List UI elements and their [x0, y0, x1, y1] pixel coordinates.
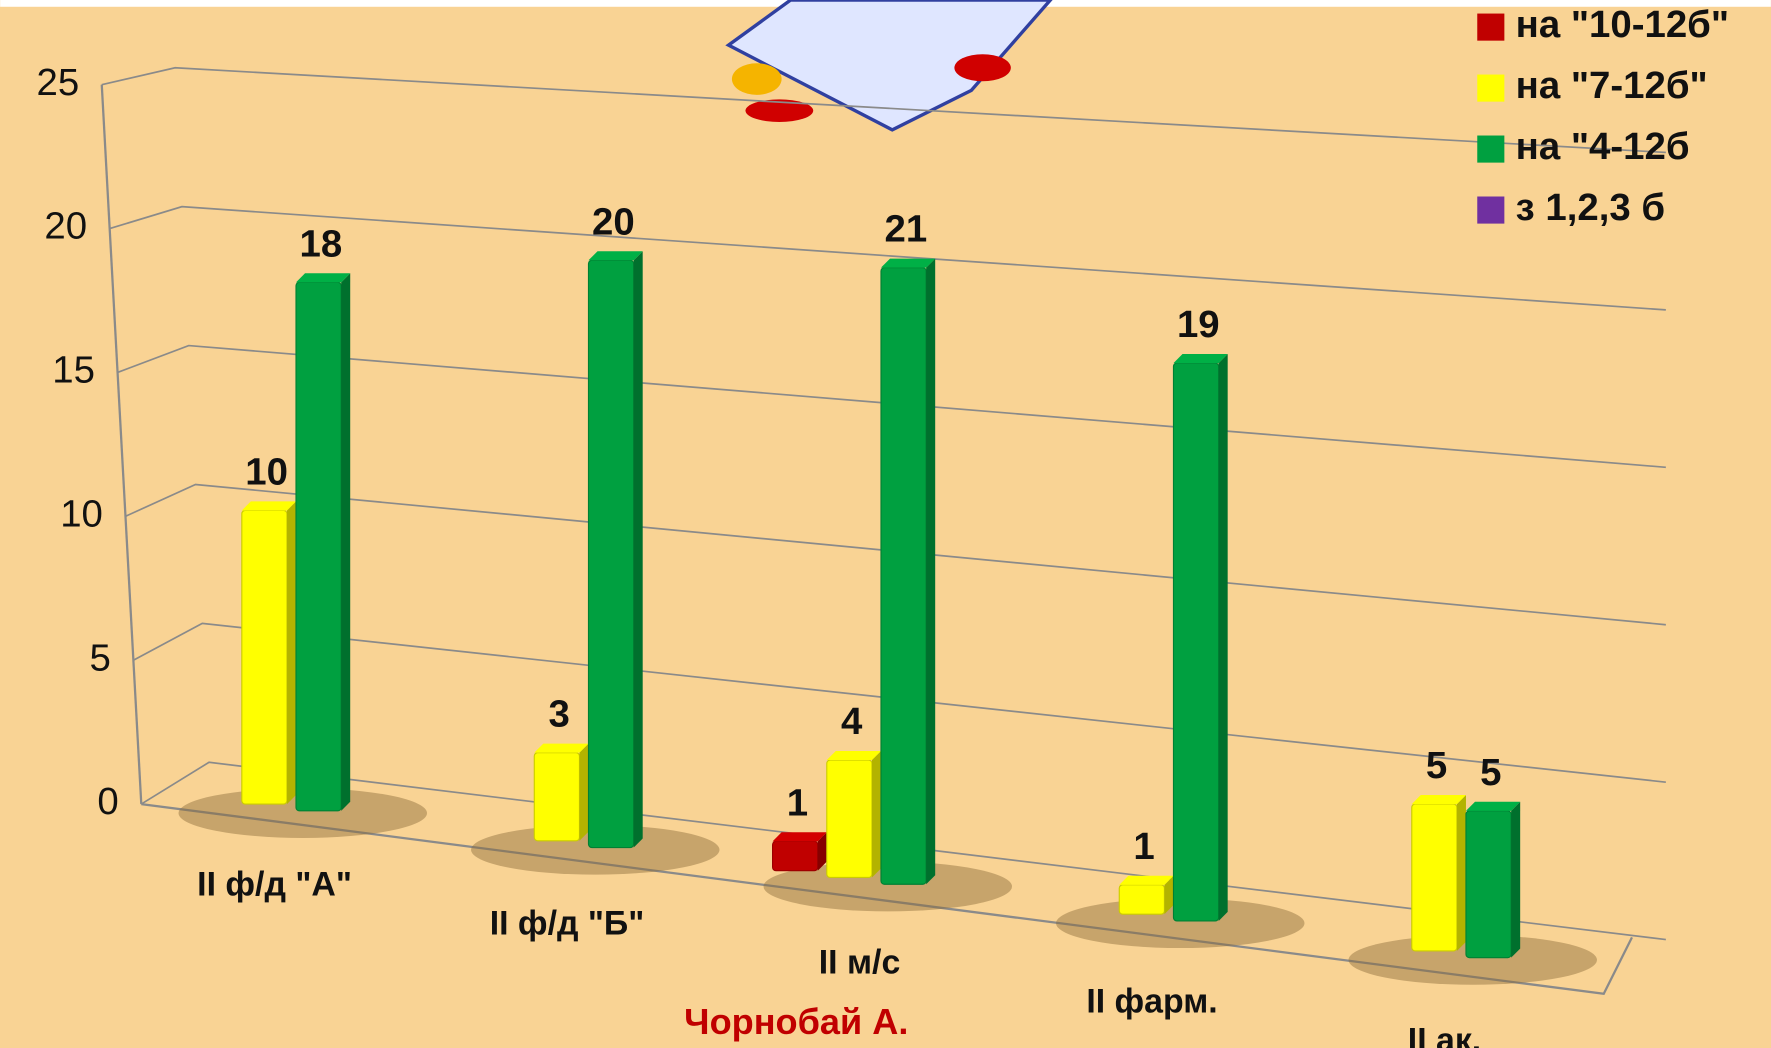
y-axis — [100, 84, 143, 805]
value-label: 19 — [1177, 303, 1220, 346]
bar-side — [1164, 875, 1174, 915]
bar — [587, 259, 635, 849]
bar — [826, 759, 873, 879]
bar — [1172, 362, 1220, 922]
bar — [1118, 884, 1166, 915]
bar-top — [1411, 795, 1466, 805]
value-label: 10 — [245, 450, 288, 493]
legend-swatch — [1477, 13, 1505, 41]
y-tick-label: 20 — [44, 205, 87, 248]
bar-top — [1119, 875, 1174, 885]
y-tick-label: 25 — [36, 61, 79, 104]
bar-side — [817, 832, 827, 871]
grid-line — [109, 205, 1666, 311]
grid-line — [101, 66, 1666, 154]
bar — [533, 752, 581, 842]
y-tick-label: 10 — [60, 492, 103, 535]
x-tick-label: II м/с — [819, 943, 901, 981]
bar-top — [241, 501, 296, 511]
bar — [772, 840, 819, 872]
bar-top — [1173, 354, 1228, 364]
bar-top — [296, 273, 351, 283]
bar-side — [286, 501, 296, 805]
legend-label: на "4-12б — [1516, 125, 1690, 168]
bar-top — [588, 251, 643, 261]
y-tick-label: 15 — [52, 349, 95, 392]
bar-side — [579, 743, 589, 841]
value-label: 1 — [787, 781, 808, 824]
bar-top — [1465, 801, 1521, 811]
x-tick-label: II ф/д "А" — [197, 865, 352, 903]
value-label: 18 — [300, 222, 343, 265]
bar-shadow — [1348, 935, 1597, 985]
bar-top — [534, 743, 589, 753]
value-label: 1 — [1133, 825, 1154, 868]
bar-shadow — [1056, 898, 1305, 949]
bar-shadow — [178, 788, 427, 838]
value-label: 20 — [592, 200, 635, 243]
value-label: 21 — [884, 208, 927, 251]
legend-label: на "7-12б" — [1516, 64, 1708, 107]
x-tick-label: II ак. — [1408, 1021, 1481, 1048]
x-tick-label: II фарм. — [1086, 982, 1217, 1020]
bar-shadow — [763, 861, 1012, 912]
bar-top — [880, 258, 936, 268]
legend-swatch — [1477, 74, 1505, 102]
bar-side — [1456, 795, 1466, 951]
book-illustration — [725, 0, 1053, 132]
bar-side — [926, 258, 936, 885]
value-label: 5 — [1480, 751, 1501, 794]
value-label: 5 — [1426, 744, 1447, 787]
bar-top — [772, 832, 827, 842]
legend-swatch — [1477, 196, 1505, 224]
bar — [1411, 803, 1458, 952]
bar-side — [1511, 801, 1521, 958]
x-tick-label: II ф/д "Б" — [490, 904, 645, 942]
annotation: Чорнобай А. — [684, 1001, 908, 1042]
legend-label: на "10-12б" — [1516, 3, 1729, 46]
bar-side — [1218, 354, 1228, 921]
bar — [295, 281, 342, 812]
value-label: 3 — [548, 693, 569, 736]
bar — [1465, 810, 1512, 959]
bar-side — [633, 251, 643, 848]
bar-top — [826, 750, 881, 761]
y-tick-label: 5 — [89, 636, 110, 679]
legend-swatch — [1477, 135, 1505, 163]
y-tick-label: 0 — [97, 780, 118, 823]
bar — [241, 509, 288, 805]
bar-side — [341, 273, 351, 811]
value-label: 4 — [841, 700, 863, 743]
floor-edge — [141, 802, 1633, 996]
legend-label: з 1,2,3 б — [1516, 186, 1665, 229]
bar-side — [871, 750, 881, 878]
bar — [880, 267, 927, 885]
bar-shadow — [471, 824, 720, 875]
